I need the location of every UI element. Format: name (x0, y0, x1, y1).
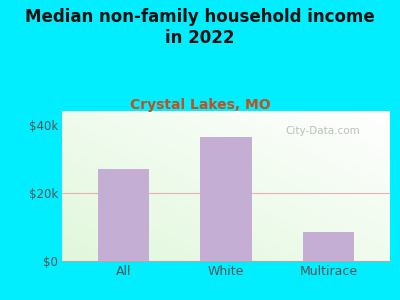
Text: City-Data.com: City-Data.com (285, 126, 360, 136)
Text: Median non-family household income
in 2022: Median non-family household income in 20… (25, 8, 375, 47)
Bar (303, 232, 354, 261)
Bar (98, 169, 149, 261)
Bar (200, 136, 252, 261)
Text: Crystal Lakes, MO: Crystal Lakes, MO (130, 98, 270, 112)
